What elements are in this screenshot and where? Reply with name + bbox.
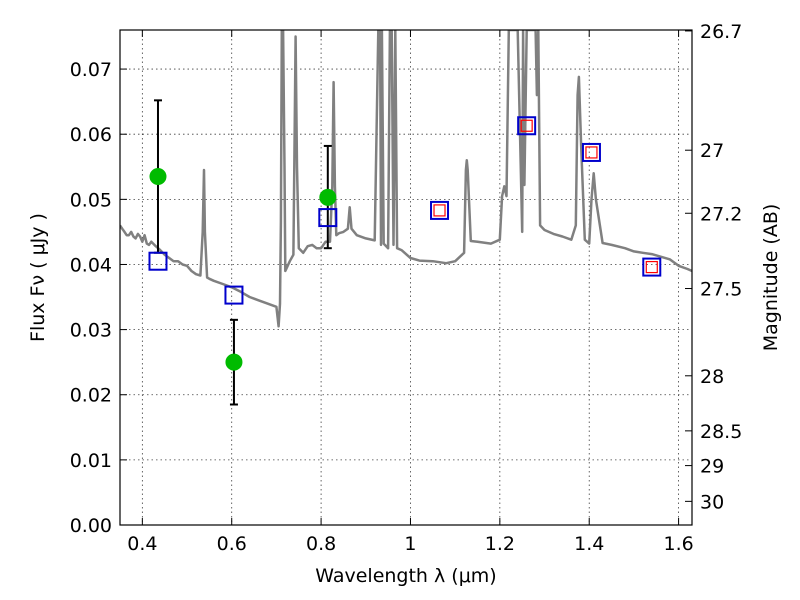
y-tick-label: 0.06 [70,124,112,146]
plot-area [120,30,692,406]
y-tick-label: 0.05 [70,189,112,211]
y2-tick-label: 27.5 [700,279,742,301]
observed-point [149,168,167,186]
y2-tick-label: 26.7 [700,21,742,43]
model-square [224,285,244,305]
y2-tick-label: 27 [700,140,724,162]
y-tick-label: 0.03 [70,320,112,342]
observed-point [319,188,337,206]
model-square-inner [433,204,446,217]
y2-axis-title: Magnitude (AB) [760,204,782,352]
model-square-inner [520,119,533,132]
model-square [430,200,450,220]
axes: 0.4 0.6 0.8 1 1.2 1.4 1.6 0.00 0.01 0.02 0.03 0.04 0… [70,21,743,555]
model-square [517,116,537,136]
y-tick-label: 0.07 [70,59,112,81]
x-tick-label: 0.6 [217,533,247,555]
x-tick-label: 1.6 [663,533,693,555]
x-tick-label: 1 [404,533,416,555]
x-axis-title: Wavelength λ (μm) [315,565,496,587]
x-tick-label: 1.2 [485,533,515,555]
model-square-inner [585,146,598,159]
y2-tick-label: 30 [700,491,724,513]
plot-frame [119,29,693,526]
y2-tick-label: 27.2 [700,203,742,225]
model-square [318,208,338,228]
x-tick-label: 1.4 [574,533,604,555]
y2-tick-label: 28 [700,366,724,388]
model-square [642,257,662,277]
y2-tick-label: 29 [700,456,724,478]
y-tick-label: 0.00 [70,515,112,537]
x-tick-label: 0.4 [127,533,157,555]
observed-point [225,353,243,371]
grid [120,30,692,526]
y-tick-label: 0.02 [70,385,112,407]
y-axis-title: Flux Fν ( μJy ) [27,213,49,342]
y2-tick-label: 28.5 [700,421,742,443]
x-tick-label: 0.8 [306,533,336,555]
y-tick-label: 0.04 [70,254,112,276]
y-tick-label: 0.01 [70,450,112,472]
model-square [581,142,601,162]
model-square [148,251,168,271]
model-square-inner [645,260,658,274]
sed-line [120,30,692,328]
